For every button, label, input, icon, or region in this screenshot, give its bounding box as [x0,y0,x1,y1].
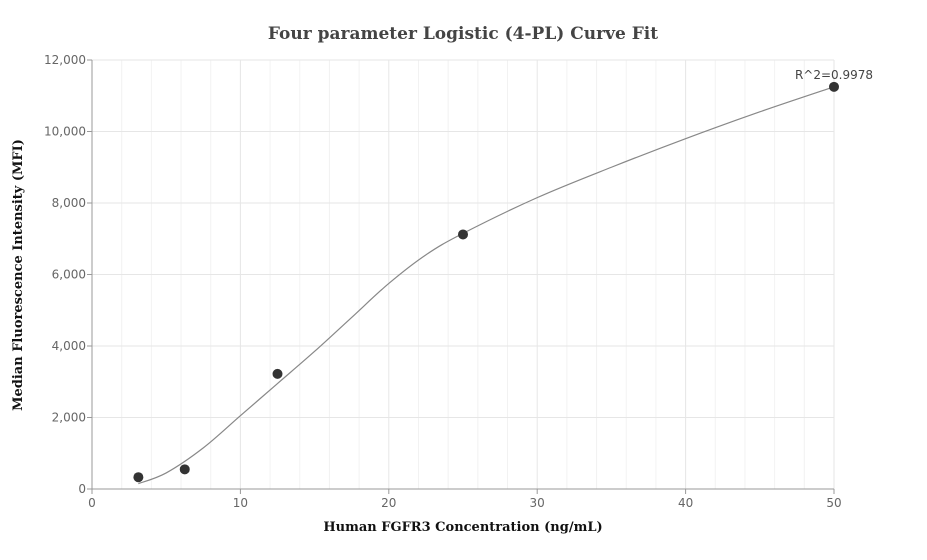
y-tick-label: 8,000 [52,196,86,210]
data-point [458,229,468,240]
data-points [133,81,839,483]
x-tick-label: 20 [381,496,396,510]
fit-curve-layer [138,86,835,485]
r-squared-annotation: R^2=0.9978 [795,68,873,82]
grid [92,59,835,489]
x-tick-label: 0 [88,496,96,510]
data-point [179,464,190,475]
x-tick-label: 30 [530,496,545,510]
tick-labels: 0 10 20 30 40 50 0 2,000 4,000 6,000 8,000 10,000 12… [44,53,842,510]
x-tick-label: 50 [826,496,841,510]
y-tick-label: 10,000 [44,125,86,139]
data-point [272,368,283,379]
axes [87,59,835,494]
x-axis-label: Human FGFR3 Concentration (ng/mL) [323,520,602,535]
chart-title: Four parameter Logistic (4-PL) Curve Fit [268,24,658,44]
y-axis-label: Median Fluorescence Intensity (MFI) [11,139,26,411]
y-tick-label: 2,000 [52,411,86,425]
y-tick-label: 6,000 [52,268,86,282]
y-tick-label: 4,000 [52,339,86,353]
fit-curve-line [138,86,835,485]
x-tick-label: 10 [233,496,248,510]
data-point [829,81,839,92]
x-tick-label: 40 [678,496,693,510]
y-tick-label: 12,000 [44,53,86,67]
y-tick-label: 0 [78,482,86,496]
data-point [133,472,144,483]
